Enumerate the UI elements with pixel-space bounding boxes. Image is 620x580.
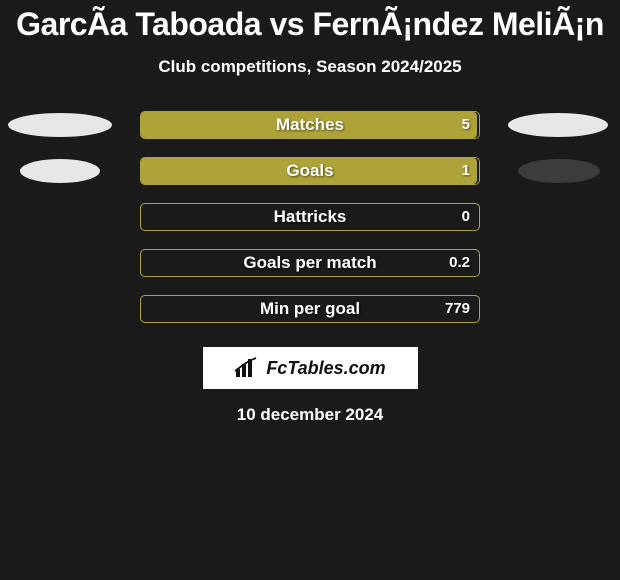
page-subtitle: Club competitions, Season 2024/2025 — [0, 57, 620, 77]
stat-bar — [140, 295, 480, 323]
page-title: GarcÃ­a Taboada vs FernÃ¡ndez MeliÃ¡n — [0, 6, 620, 43]
bar-chart-icon — [234, 357, 260, 379]
left-value-pill — [20, 159, 100, 183]
right-value-pill — [518, 159, 600, 183]
brand-badge[interactable]: FcTables.com — [203, 347, 418, 389]
stat-bar — [140, 249, 480, 277]
stat-bar — [140, 203, 480, 231]
stat-rows: Matches5 Goals1 Hattricks0 Goals per match0… — [0, 111, 620, 323]
stat-row: Hattricks0 — [0, 203, 620, 231]
left-value-pill — [8, 113, 112, 137]
stat-bar-fill — [141, 112, 477, 138]
stat-row: Goals per match0.2 — [0, 249, 620, 277]
stat-row: Goals1 — [0, 157, 620, 185]
right-value-pill — [508, 113, 608, 137]
brand-name: FcTables.com — [266, 358, 385, 379]
stat-row: Min per goal779 — [0, 295, 620, 323]
footer-date: 10 december 2024 — [0, 405, 620, 425]
stat-row: Matches5 — [0, 111, 620, 139]
stat-bar-fill — [141, 158, 477, 184]
comparison-card: GarcÃ­a Taboada vs FernÃ¡ndez MeliÃ¡n Cl… — [0, 0, 620, 425]
